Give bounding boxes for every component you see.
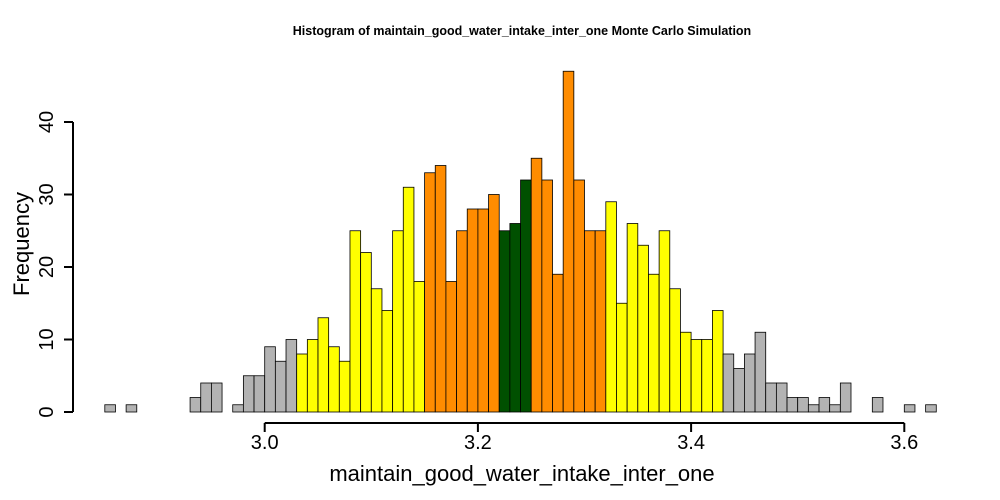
histogram-bar xyxy=(530,157,543,413)
histogram-bar xyxy=(925,404,937,413)
histogram-bar xyxy=(402,186,415,413)
histogram-bar xyxy=(690,339,703,413)
histogram-bar xyxy=(605,201,617,413)
histogram-bar xyxy=(338,360,351,413)
histogram-bar xyxy=(285,339,298,413)
histogram-bar xyxy=(754,331,767,413)
histogram-bar xyxy=(370,288,383,413)
histogram-bar xyxy=(488,194,500,413)
histogram-bar xyxy=(456,230,468,413)
histogram-bar xyxy=(413,281,426,413)
histogram-bar xyxy=(445,281,457,413)
y-axis: 0 10 20 30 40 xyxy=(36,111,74,418)
histogram-bar xyxy=(637,244,649,413)
histogram-bar xyxy=(669,288,681,413)
histogram-bar xyxy=(648,273,660,413)
histogram-bar xyxy=(807,404,820,413)
y-tick-label: 40 xyxy=(36,111,58,133)
histogram-bar xyxy=(701,339,713,413)
histogram-bar xyxy=(253,375,266,413)
histogram-bar xyxy=(189,397,202,413)
histogram-bar xyxy=(594,230,607,413)
histogram-bar xyxy=(328,346,340,413)
histogram-bar xyxy=(765,382,777,413)
histogram-bar xyxy=(797,397,809,413)
histogram-bar xyxy=(839,382,852,413)
histogram-bar xyxy=(360,252,372,413)
x-axis-label: maintain_good_water_intake_inter_one xyxy=(329,461,714,486)
histogram-bar xyxy=(317,317,330,413)
y-tick-label: 0 xyxy=(36,406,58,417)
histogram-bar xyxy=(829,404,841,413)
histogram-bar xyxy=(818,397,831,413)
histogram-bar xyxy=(296,353,308,413)
y-tick-label: 10 xyxy=(36,328,58,350)
chart-title: Histogram of maintain_good_water_intake_… xyxy=(293,24,751,38)
histogram-bar xyxy=(381,310,394,413)
histogram-bar xyxy=(658,230,671,413)
x-tick-label: 3.2 xyxy=(464,432,492,454)
histogram-bar xyxy=(744,353,756,413)
histogram-bar xyxy=(626,223,639,413)
histogram-bar xyxy=(498,230,511,413)
histogram-bar xyxy=(477,208,489,413)
histogram-bar xyxy=(541,179,553,413)
histogram-bar xyxy=(775,382,788,413)
histogram-bar xyxy=(903,404,916,413)
y-tick-label: 20 xyxy=(36,256,58,278)
histogram-bar xyxy=(424,172,436,413)
y-axis-label: Frequency xyxy=(9,192,34,296)
histogram-bar xyxy=(573,179,585,413)
histogram-bar xyxy=(434,165,447,413)
histogram-bar xyxy=(125,404,138,413)
histogram-bar xyxy=(274,360,287,413)
histogram-bar xyxy=(722,353,735,413)
histogram-bar xyxy=(210,382,223,413)
histogram-bar xyxy=(520,179,532,413)
histogram-bar xyxy=(242,375,255,413)
histogram-bar xyxy=(871,397,884,413)
histogram-bar xyxy=(584,230,596,413)
x-tick-label: 3.6 xyxy=(890,432,918,454)
histogram-bar xyxy=(104,404,116,413)
histogram-bar xyxy=(680,331,692,413)
x-axis: 3.0 3.2 3.4 3.6 xyxy=(251,422,918,454)
histogram-bar xyxy=(392,230,404,413)
histogram-bar xyxy=(733,368,745,413)
x-tick-label: 3.4 xyxy=(677,432,705,454)
histogram-bar xyxy=(562,70,575,413)
histogram-bar xyxy=(349,230,362,413)
histogram-bar xyxy=(306,339,319,413)
histogram-bar xyxy=(200,382,212,413)
histogram-bar xyxy=(712,310,724,413)
histogram-bar xyxy=(786,397,799,413)
histogram-bar xyxy=(466,208,479,413)
y-tick-label: 30 xyxy=(36,183,58,205)
histogram-bar xyxy=(264,346,276,413)
histogram-bar xyxy=(616,302,628,413)
bars-group xyxy=(104,70,937,413)
histogram-bar xyxy=(232,404,244,413)
histogram-bar xyxy=(509,223,521,413)
x-tick-label: 3.0 xyxy=(251,432,279,454)
histogram-bar xyxy=(552,273,564,413)
